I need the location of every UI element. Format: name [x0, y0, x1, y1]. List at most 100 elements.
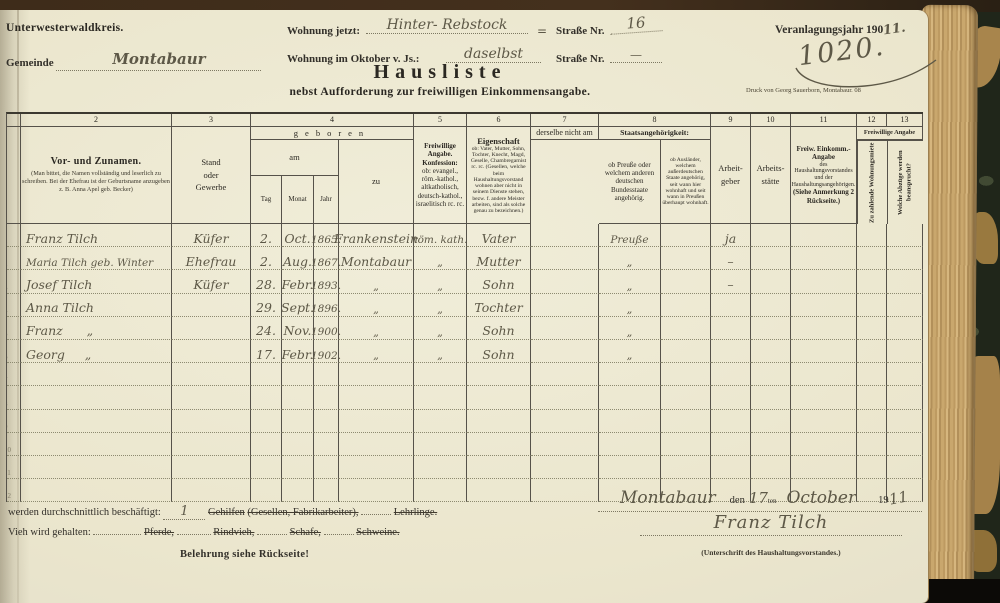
- cell-empty: [531, 479, 599, 503]
- cell-auslaender: [661, 224, 711, 248]
- cell-empty: [414, 455, 467, 480]
- blank-line: [93, 534, 142, 535]
- cell-empty: [282, 409, 314, 433]
- cell-arbeitsstaette: [751, 339, 791, 364]
- wohnung-jetzt-value: Hinter- Rebstock: [366, 17, 528, 34]
- cell-arbeitsstaette: [751, 293, 791, 317]
- header-tag: Tag: [251, 176, 282, 224]
- cell-eigenschaft: Tochter: [467, 293, 531, 317]
- page-subtitle: nebst Aufforderung zur freiwilligen Eink…: [289, 86, 591, 98]
- cell-miete: [857, 293, 887, 317]
- table-row-empty: 10: [7, 432, 923, 456]
- cell-empty: [339, 386, 414, 410]
- cell-empty: [531, 409, 599, 433]
- header-staats-a: ob Preuße oder welchem anderen deutschen…: [599, 140, 661, 224]
- strasse-value-2: —: [610, 48, 662, 63]
- cell-wohnsitz: [531, 247, 599, 271]
- cell-empty: [172, 363, 251, 387]
- cell-empty: [21, 455, 172, 480]
- cell-stand: [172, 316, 251, 340]
- cell-arbeitgeber: [711, 339, 751, 364]
- cell-miete: [857, 316, 887, 340]
- cell-empty: [661, 409, 711, 433]
- cell-empty: [314, 409, 339, 433]
- cell-name: Anna Tilch: [21, 293, 172, 317]
- employment-paren: (Gesellen, Fabrikarbeiter),: [247, 507, 359, 518]
- gemeinde-value: Montabaur: [112, 50, 206, 68]
- header-monat: Monat: [282, 176, 314, 224]
- date-day: 17: [748, 489, 768, 507]
- blank-line: [257, 534, 288, 535]
- header-konfession-bold1: Freiwillige Angabe.: [424, 142, 456, 159]
- cell-empty: [599, 386, 661, 410]
- cell-konfession: „: [414, 339, 467, 364]
- cell-empty: [467, 479, 531, 503]
- cell-empty: [599, 455, 661, 480]
- cell-monat: Oct.: [282, 224, 314, 248]
- header-einkommen-bold2: (Siehe Anmerkung 2 Rückseite.): [792, 188, 855, 205]
- table-row: 5 Franz „ 24. Nov. 1900. „ „ Sohn „: [7, 316, 923, 340]
- cell-empty: [661, 479, 711, 503]
- cell-empty: [251, 479, 282, 503]
- cell-wohnsitz: [531, 316, 599, 340]
- cell-abzuege: [887, 224, 923, 248]
- table-row: 1 Franz Tilch Küfer 2. Oct. 1865. Franke…: [7, 224, 923, 248]
- strasse-field-2: —: [610, 48, 662, 63]
- cell-stand: [172, 293, 251, 317]
- row-number: 5: [7, 316, 21, 340]
- cell-staat: „: [599, 270, 661, 294]
- header-freiwillige-angabe: Freiwillige Angabe: [857, 127, 923, 140]
- cell-monat: Nov.: [282, 316, 314, 340]
- cell-empty: [857, 455, 887, 480]
- row-number: 10: [7, 432, 21, 456]
- cell-arbeitsstaette: [751, 224, 791, 248]
- cell-empty: [711, 432, 751, 456]
- page-title: Hausliste: [373, 61, 507, 83]
- header-names-note: (Man bittet, die Namen vollständig und l…: [22, 170, 170, 193]
- date-month: October: [786, 488, 857, 508]
- cell-empty: [791, 386, 857, 410]
- cell-empty: [531, 432, 599, 456]
- cell-empty: [314, 455, 339, 480]
- cell-tag: 24.: [251, 316, 282, 340]
- cell-zu: „: [339, 316, 414, 340]
- cell-empty: [21, 386, 172, 410]
- cell-empty: [599, 409, 661, 433]
- livestock-schafe: Schafe,: [289, 527, 321, 538]
- header-miete-vertical: Zu zahlende Wohnungsmiete: [857, 140, 887, 224]
- signature: Franz Tilch: [713, 512, 829, 533]
- cell-monat: Aug.: [282, 247, 314, 271]
- table-row: 2 Maria Tilch geb. Winter Ehefrau 2. Aug…: [7, 247, 923, 271]
- row-number: 12: [7, 479, 21, 503]
- table-row: 6 Georg „ 17. Febr. 1902. „ „ Sohn „: [7, 339, 923, 364]
- wohnung-oktober-label: Wohnung im Oktober v. Js.:: [287, 53, 420, 65]
- wohnung-oktober-field: daselbst: [446, 46, 541, 63]
- col-number-5: 5: [414, 114, 467, 127]
- col-number-7: 7: [531, 114, 599, 127]
- cell-empty: [791, 363, 857, 387]
- book-bottom-shadow: [925, 579, 1000, 603]
- cell-empty: [791, 455, 857, 480]
- cell-eigenschaft: Mutter: [467, 247, 531, 271]
- table-row-empty: 7: [7, 363, 923, 387]
- cell-empty: [339, 432, 414, 456]
- cell-empty: [21, 409, 172, 433]
- printer-credit: Druck von Georg Sauerborn, Montabaur. 08: [746, 87, 861, 94]
- col-number-10: 10: [751, 114, 791, 127]
- cell-empty: [751, 432, 791, 456]
- cell-eigenschaft: Vater: [467, 224, 531, 248]
- cell-empty: [661, 363, 711, 387]
- cell-tag: 28.: [251, 270, 282, 294]
- cell-empty: [531, 363, 599, 387]
- cell-stand: [172, 339, 251, 364]
- cell-name: Georg „: [21, 339, 172, 364]
- cell-jahr: 1893.: [311, 270, 341, 294]
- cell-arbeitsstaette: [751, 270, 791, 294]
- row-number: 11: [7, 455, 21, 480]
- cell-empty: [711, 363, 751, 387]
- hausliste-table: 2 3 4 5 6 7 8 9 10 11 12 13 Vor- und Zun…: [6, 112, 923, 503]
- date-place: Montabaur: [620, 488, 716, 508]
- cell-einkommen: [791, 316, 857, 340]
- cell-auslaender: [661, 270, 711, 294]
- blank-line: [323, 534, 354, 535]
